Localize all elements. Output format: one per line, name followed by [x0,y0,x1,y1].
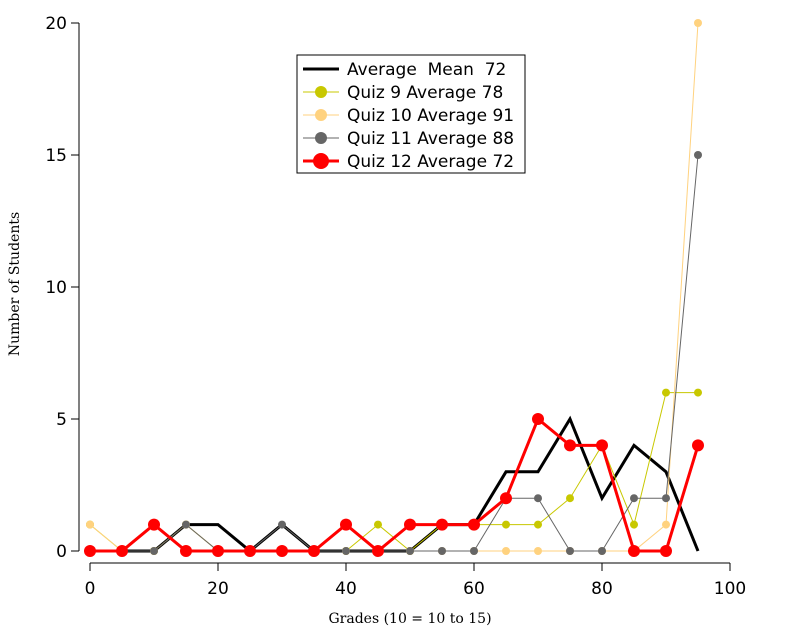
data-point [406,547,414,555]
legend-label: Quiz 11 Average 88 [347,129,514,149]
data-point [84,545,96,557]
x-tick-label: 80 [591,579,613,599]
data-point [692,439,704,452]
data-point [630,520,638,529]
series-5 [84,413,704,557]
legend-box [296,54,526,174]
data-point [662,520,670,529]
data-point [470,547,478,555]
data-point [564,439,576,452]
data-point [278,520,286,529]
series-layer [84,19,704,557]
data-point [212,545,224,557]
data-point [532,413,544,425]
data-point [598,547,606,555]
data-point [502,547,510,555]
legend-label: Quiz 10 Average 91 [347,106,514,126]
series-line [90,154,699,552]
x-tick-label: 40 [335,579,357,599]
data-point [500,492,512,505]
data-point [662,494,670,503]
legend-label: Quiz 9 Average 78 [347,83,503,103]
legend-item: Quiz 10 Average 91 [303,106,514,126]
data-point [630,494,638,503]
data-point [86,520,94,529]
data-point [694,151,702,159]
data-point [308,545,320,557]
data-point [438,547,446,555]
data-point [660,545,672,557]
series-4 [86,151,702,555]
data-point [596,439,608,452]
x-tick-label: 100 [714,579,746,599]
data-point [502,520,510,529]
data-point [182,520,190,529]
data-point [534,547,542,555]
y-tick-label: 5 [56,410,67,430]
legend-item: Quiz 11 Average 88 [303,129,514,149]
data-point [148,518,160,531]
legend-swatch-marker [315,132,327,144]
data-point [180,545,192,557]
y-tick-label: 15 [45,146,67,166]
series-line [90,415,700,553]
data-point [436,518,448,531]
data-point [628,545,640,557]
y-tick-label: 10 [45,278,67,298]
data-point [662,388,670,397]
data-point [534,494,542,503]
data-point [276,545,288,557]
data-point [340,518,352,531]
legend-label: Quiz 12 Average 72 [347,152,514,172]
legend-label: Average Mean 72 [347,60,506,80]
y-axis-title: Number of Students [7,212,23,356]
series-line [90,416,700,553]
legend-swatch-marker [315,109,327,121]
data-point [150,547,158,555]
data-point [372,545,384,557]
legend-swatch-marker [313,153,329,169]
x-tick-label: 20 [207,579,229,599]
data-point [566,494,574,503]
data-point [404,518,416,531]
data-point [534,520,542,529]
y-tick-label: 0 [56,542,67,562]
legend-item: Quiz 12 Average 72 [303,152,514,172]
data-point [374,520,382,529]
data-point [468,518,480,531]
data-point [342,547,350,555]
data-point [694,19,702,27]
legend-swatch-marker [315,86,327,98]
x-tick-label: 60 [463,579,485,599]
legend-item: Average Mean 72 [303,60,506,80]
legend-item: Quiz 9 Average 78 [303,83,503,103]
series-1 [90,415,700,553]
data-point [566,547,574,555]
y-tick-label: 20 [45,14,67,34]
x-tick-label: 0 [85,579,96,599]
data-point [244,545,256,557]
data-point [116,545,128,557]
data-point [694,388,702,397]
axes: 0 5 10 15 20 0 20 40 60 80 100 [45,14,746,599]
legend: Average Mean 72 Quiz 9 Average 78 Quiz 10 … [296,54,526,174]
x-axis-title: Grades (10 = 10 to 15) [328,611,491,627]
